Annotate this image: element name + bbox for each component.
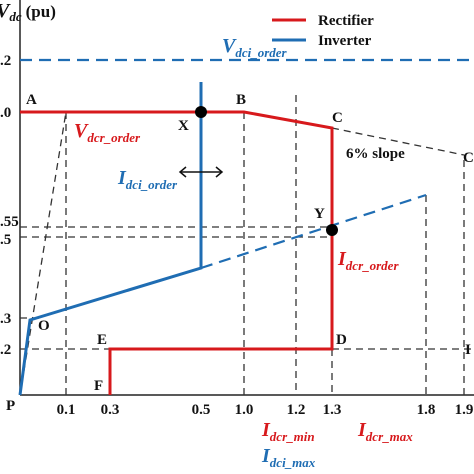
legend-label: Rectifier (318, 13, 374, 29)
x-tick-label: 0.1 (57, 402, 76, 418)
legend-label: Inverter (318, 33, 372, 49)
point-y (326, 224, 338, 236)
vdcr-label: Vdcr_order (74, 120, 141, 145)
y-tick-label: .3 (0, 311, 11, 327)
point-label: F (94, 378, 103, 394)
y-tick-label: .2 (0, 342, 11, 358)
label-sub: dci_max (270, 455, 316, 470)
label-main: V (74, 120, 89, 142)
y-axis-label: Vdc (pu) (0, 0, 56, 24)
y-tick-label: .55 (0, 214, 19, 230)
label-main: I (261, 445, 271, 467)
point-label: B (236, 92, 246, 108)
label-sub: dcr_max (366, 429, 413, 444)
point-label: I (465, 342, 471, 358)
label-main: I (337, 248, 347, 270)
point-label: D (336, 332, 347, 348)
label-sub: dci_order (235, 45, 287, 60)
label-sub: dci_order (126, 177, 178, 192)
point-label: O (38, 318, 50, 334)
idcr-max-label: Idcr_max (357, 419, 413, 444)
inverter-extension (200, 193, 427, 270)
double-arrow (178, 166, 224, 178)
x-tick-label: 0.5 (192, 402, 211, 418)
point-label: A (26, 92, 37, 108)
x-tick-label: 1.2 (287, 402, 306, 418)
idcr-min-label: Idcr_min (261, 419, 315, 444)
label-main: I (117, 167, 127, 189)
idcr-label: Idcr_order (337, 248, 399, 273)
label-unit: (pu) (26, 2, 56, 21)
vdci-label: Vdci_order (222, 35, 288, 60)
y-tick-label: .0 (0, 105, 11, 121)
slope-label: 6% slope (346, 146, 405, 162)
label-sub: dc (9, 9, 22, 24)
origin-label: P (6, 398, 15, 414)
y-tick-label: .5 (0, 232, 11, 248)
label-sub: dcr_order (346, 258, 400, 273)
point-label: E (97, 332, 107, 348)
x-tick-label: 1.9 (455, 402, 474, 418)
rectifier-line (20, 110, 334, 395)
x-tick-label: 1.3 (323, 402, 342, 418)
x-tick-label: 1.0 (235, 402, 254, 418)
x-tick-label: 1.8 (417, 402, 436, 418)
idci-max-label: Idci_max (261, 445, 316, 470)
point-label: C (332, 110, 343, 126)
label-main: I (357, 419, 367, 441)
label-main: I (261, 419, 271, 441)
inverter-line (18, 82, 203, 396)
y-tick-label: .2 (0, 53, 11, 69)
point-label: C (463, 150, 474, 166)
label-main: V (0, 0, 11, 22)
label-sub: dcr_order (87, 130, 141, 145)
point-label: Y (314, 206, 325, 222)
x-tick-label: 0.3 (101, 402, 120, 418)
label-sub: dcr_min (270, 429, 315, 444)
guides (19, 95, 474, 396)
idci-label: Idci_order (117, 167, 178, 192)
label-main: V (222, 35, 237, 57)
point-x (195, 106, 207, 118)
point-label: X (178, 118, 189, 134)
